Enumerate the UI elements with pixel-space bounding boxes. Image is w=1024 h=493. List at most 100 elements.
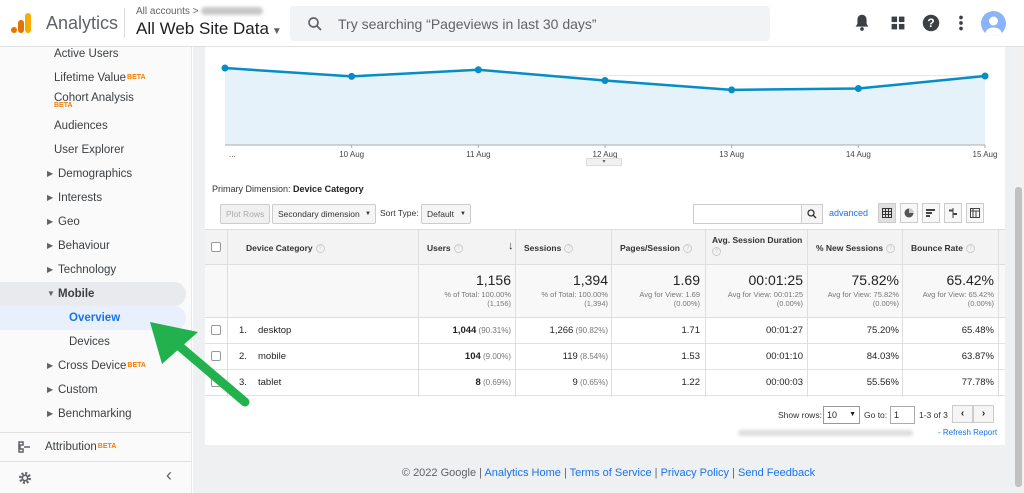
send-feedback-link[interactable]: Send Feedback bbox=[738, 467, 816, 479]
help-icon[interactable]: ? bbox=[920, 12, 942, 34]
next-page-icon[interactable]: › bbox=[973, 405, 994, 423]
sidebar-item-audiences[interactable]: Audiences bbox=[0, 114, 186, 138]
show-rows-select[interactable]: 10 ▼ bbox=[823, 406, 860, 424]
account-avatar-icon[interactable] bbox=[981, 11, 1006, 36]
gear-icon[interactable] bbox=[17, 470, 33, 486]
sidebar-item-custom[interactable]: ▶ Custom bbox=[0, 378, 186, 402]
sidebar-item-label: Interests bbox=[58, 192, 103, 204]
sort-descending-icon[interactable]: ↓ bbox=[508, 240, 514, 252]
sidebar-item-label: Demographics bbox=[58, 168, 133, 180]
help-icon[interactable]: ? bbox=[453, 244, 463, 254]
sidebar-item-cross-device[interactable]: ▶ Cross DeviceBETA bbox=[0, 354, 186, 378]
primary-dimension-value[interactable]: Device Category bbox=[293, 184, 364, 194]
table-view-button[interactable] bbox=[878, 203, 896, 223]
sidebar-item-lifetime-value[interactable]: Lifetime ValueBETA bbox=[0, 66, 186, 90]
scrollbar-track[interactable] bbox=[1013, 47, 1024, 493]
help-icon[interactable]: ? bbox=[683, 244, 693, 254]
column-header-users[interactable]: Users? bbox=[427, 243, 463, 254]
page-range-text: 1-3 of 3 bbox=[919, 410, 948, 420]
previous-page-icon[interactable]: ‹ bbox=[952, 405, 973, 423]
footer-separator: | bbox=[732, 467, 735, 479]
help-icon[interactable]: ? bbox=[564, 244, 574, 254]
sidebar-item-attribution[interactable]: AttributionBETA bbox=[0, 435, 186, 459]
row-device-link[interactable]: desktop bbox=[258, 325, 292, 336]
column-header-device-category[interactable]: Device Category? bbox=[246, 243, 325, 254]
pie-view-button[interactable] bbox=[900, 203, 918, 223]
column-header-pages-session[interactable]: Pages/Session? bbox=[620, 243, 693, 254]
sidebar-item-technology[interactable]: ▶ Technology bbox=[0, 258, 186, 282]
row-device-link[interactable]: mobile bbox=[258, 351, 286, 362]
help-icon[interactable]: ? bbox=[965, 244, 975, 254]
performance-view-button[interactable] bbox=[922, 203, 940, 223]
app-title: Analytics bbox=[46, 13, 119, 33]
row-pages-session: 1.71 bbox=[681, 325, 701, 336]
select-all-checkbox[interactable] bbox=[211, 242, 221, 252]
row-bounce-rate: 77.78% bbox=[961, 377, 994, 388]
column-header-avg-session-duration[interactable]: Avg. Session Duration? bbox=[712, 235, 804, 257]
sidebar-item-mobile[interactable]: ▼ Mobile bbox=[0, 282, 186, 306]
row-device-link[interactable]: tablet bbox=[258, 377, 282, 388]
data-point bbox=[601, 77, 609, 85]
goto-page-input[interactable]: 1 bbox=[890, 406, 915, 424]
collapse-sidebar-icon[interactable]: ‹ bbox=[166, 465, 172, 485]
dropdown-caret-icon: ▼ bbox=[271, 26, 282, 37]
help-icon[interactable]: ? bbox=[315, 244, 325, 254]
row-bounce-rate: 63.87% bbox=[961, 351, 994, 362]
row-checkbox[interactable] bbox=[211, 351, 221, 361]
sidebar-item-demographics[interactable]: ▶ Demographics bbox=[0, 162, 186, 186]
row-sessions: 119 (8.54%) bbox=[522, 351, 608, 362]
sidebar-item-active-users[interactable]: Active Users bbox=[0, 42, 186, 66]
column-header-label: Avg. Session Duration bbox=[712, 235, 803, 245]
secondary-dimension-dropdown[interactable]: Secondary dimension ▼ bbox=[272, 204, 376, 224]
x-tick-label: 13 Aug bbox=[719, 150, 744, 159]
privacy-policy-link[interactable]: Privacy Policy bbox=[660, 467, 730, 479]
footer-separator: | bbox=[479, 467, 482, 479]
sidebar-item-devices[interactable]: Devices bbox=[0, 330, 186, 354]
analytics-logo-icon[interactable] bbox=[10, 12, 32, 34]
x-tick-label: ... bbox=[229, 150, 236, 159]
pivot-view-button[interactable] bbox=[966, 203, 984, 223]
help-icon[interactable]: ? bbox=[886, 244, 896, 254]
row-sessions-percent: (0.65%) bbox=[577, 378, 608, 387]
sidebar-item-cohort-analysis[interactable]: Cohort Analysis bbox=[0, 86, 186, 110]
chart-resize-handle[interactable]: ▾ bbox=[586, 158, 622, 166]
scrollbar-thumb[interactable] bbox=[1015, 187, 1022, 487]
breadcrumb-all-accounts[interactable]: All accounts bbox=[136, 6, 190, 17]
total-users: 1,156 bbox=[475, 272, 511, 288]
refresh-report-link[interactable]: - Refresh Report bbox=[938, 428, 998, 437]
filter-search-button[interactable] bbox=[801, 204, 823, 224]
account-breadcrumb[interactable]: All accounts > bbox=[136, 6, 264, 17]
comparison-view-button[interactable] bbox=[944, 203, 962, 223]
show-rows-label: Show rows: bbox=[778, 410, 822, 420]
sidebar-item-label: Cohort Analysis bbox=[54, 92, 134, 104]
column-header-new-sessions[interactable]: % New Sessions? bbox=[816, 243, 896, 254]
advanced-filter-link[interactable]: advanced bbox=[829, 208, 869, 218]
sidebar-item-benchmarking[interactable]: ▶ Benchmarking bbox=[0, 402, 186, 426]
sort-type-value: Default bbox=[427, 209, 454, 219]
table-filter-input[interactable] bbox=[693, 204, 802, 224]
bell-icon[interactable] bbox=[851, 12, 873, 34]
row-avg-duration: 00:00:03 bbox=[766, 377, 803, 388]
row-checkbox[interactable] bbox=[211, 325, 221, 335]
column-header-sessions[interactable]: Sessions? bbox=[524, 243, 574, 254]
sidebar-item-interests[interactable]: ▶ Interests bbox=[0, 186, 186, 210]
property-selector[interactable]: All Web Site Data ▼ bbox=[136, 19, 282, 39]
help-icon[interactable]: ? bbox=[712, 247, 721, 257]
sidebar-item-geo[interactable]: ▶ Geo bbox=[0, 210, 186, 234]
total-sessions-sub: % of Total: 100.00% (1,394) bbox=[541, 290, 608, 308]
apps-grid-icon[interactable] bbox=[887, 12, 909, 34]
more-vert-icon[interactable] bbox=[950, 12, 972, 34]
analytics-home-link[interactable]: Analytics Home bbox=[484, 467, 561, 479]
row-index: 2. bbox=[239, 351, 247, 362]
footer-separator: | bbox=[654, 467, 658, 479]
search-bar[interactable]: Try searching “Pageviews in last 30 days… bbox=[290, 6, 770, 41]
sidebar-item-user-explorer[interactable]: User Explorer bbox=[0, 138, 186, 162]
terms-of-service-link[interactable]: Terms of Service bbox=[569, 467, 652, 479]
sidebar-item-label: Attribution bbox=[45, 441, 97, 453]
expand-arrow-icon: ▶ bbox=[47, 265, 54, 274]
column-header-bounce-rate[interactable]: Bounce Rate? bbox=[911, 243, 975, 254]
plot-rows-button[interactable]: Plot Rows bbox=[220, 204, 271, 224]
pivot-table-icon bbox=[970, 208, 980, 218]
sort-type-dropdown[interactable]: Default ▼ bbox=[421, 204, 471, 224]
sidebar-item-behaviour[interactable]: ▶ Behaviour bbox=[0, 234, 186, 258]
